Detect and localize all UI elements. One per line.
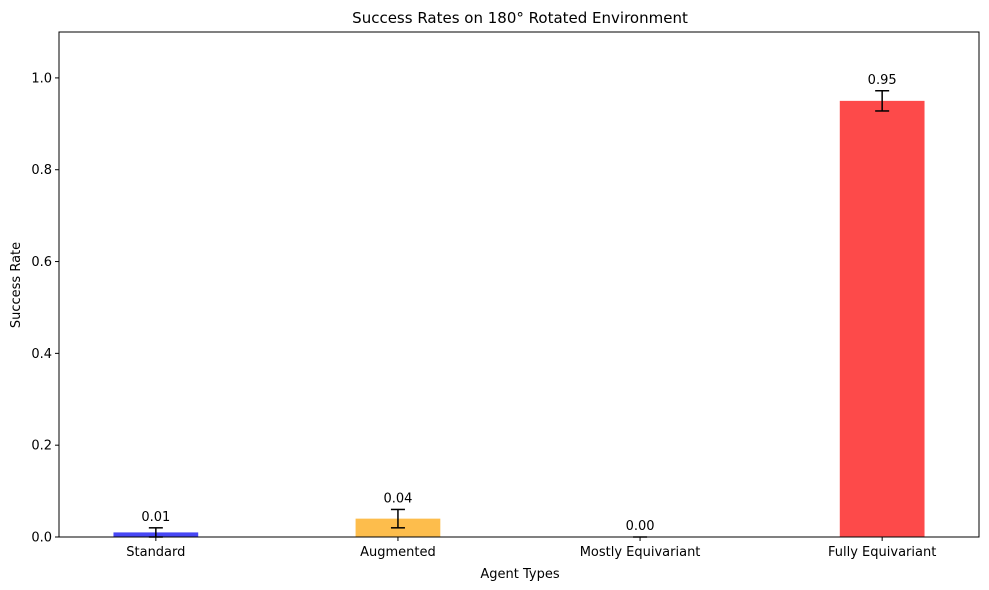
y-tick-label-5: 1.0 xyxy=(31,71,52,86)
bar-3 xyxy=(839,100,925,537)
y-tick-label-4: 0.8 xyxy=(31,163,52,178)
plot-area: 0.01 0.04 0.00 0.95 0.0 0.2 0.4 0.6 0.8 1.0 Standa… xyxy=(31,31,980,560)
data-label-2: 0.00 xyxy=(626,519,655,534)
x-tick-label-2: Mostly Equivariant xyxy=(580,545,701,560)
data-label-1: 0.04 xyxy=(383,491,412,506)
data-label-0: 0.01 xyxy=(141,510,170,525)
y-tick-label-3: 0.6 xyxy=(31,255,52,270)
x-tick-label-3: Fully Equivariant xyxy=(828,545,936,560)
y-tick-label-2: 0.4 xyxy=(31,347,52,362)
x-axis-label: Agent Types xyxy=(480,567,559,582)
y-axis-label: Success Rate xyxy=(9,242,24,328)
x-tick-label-0: Standard xyxy=(126,545,185,560)
plot-frame xyxy=(58,31,980,538)
y-tick-label-1: 0.2 xyxy=(31,439,52,454)
chart-title: Success Rates on 180° Rotated Environmen… xyxy=(352,9,688,27)
y-tick-label-0: 0.0 xyxy=(31,531,52,546)
x-tick-label-1: Augmented xyxy=(360,545,436,560)
data-label-3: 0.95 xyxy=(868,73,897,88)
